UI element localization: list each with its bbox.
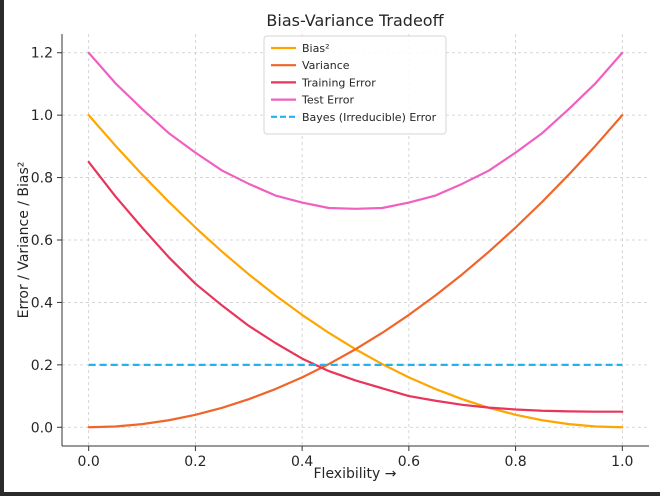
y-tick-label: 0.6 — [31, 233, 53, 249]
legend-label: Bayes (Irreducible) Error — [302, 111, 437, 124]
legend-label: Test Error — [301, 94, 354, 107]
chart-frame: 0.0 0.2 0.4 0.6 0.8 1.0 0.0 0.2 0.4 0.6 0.8 1.0 1.2 … — [4, 0, 660, 492]
legend-box — [263, 35, 447, 135]
bias-variance-chart: 0.0 0.2 0.4 0.6 0.8 1.00.00.20.40.60.81.01.2 … — [16, 11, 649, 482]
legend: Bias² Variance Training Error Test Error Bay… — [263, 35, 447, 135]
legend-label: Bias² — [302, 42, 329, 55]
y-tick-label: 0.4 — [31, 295, 53, 311]
y-tick-label: 0.0 — [31, 420, 53, 436]
legend-label: Training Error — [301, 76, 376, 89]
series-line-training-error — [87, 160, 624, 413]
x-tick-label: 0.8 — [504, 454, 526, 470]
x-tick-label: 0.2 — [184, 454, 206, 470]
y-tick-label: 1.2 — [31, 46, 53, 62]
x-tick-label: 0.4 — [291, 454, 313, 470]
x-tick-label: 0.0 — [78, 454, 100, 470]
x-axis-label: Flexibility → — [314, 466, 397, 482]
series-line-test-error — [87, 51, 624, 210]
chart-title: Bias-Variance Tradeoff — [266, 11, 444, 30]
y-axis-label: Error / Variance / Bias² — [16, 162, 32, 319]
legend-label: Variance — [302, 59, 350, 72]
y-tick-label: 0.2 — [31, 358, 53, 374]
axes: 0.0 0.2 0.4 0.6 0.8 1.0 0.0 0.2 0.4 0.6 0.8 1.0 1.2 — [31, 34, 649, 470]
y-tick-label: 0.8 — [31, 171, 53, 187]
x-tick-label: 1.0 — [611, 454, 633, 470]
x-tick-label: 0.6 — [398, 454, 420, 470]
series-line-variance — [87, 114, 624, 429]
y-tick-label: 1.0 — [31, 108, 53, 124]
series-group — [87, 51, 624, 429]
